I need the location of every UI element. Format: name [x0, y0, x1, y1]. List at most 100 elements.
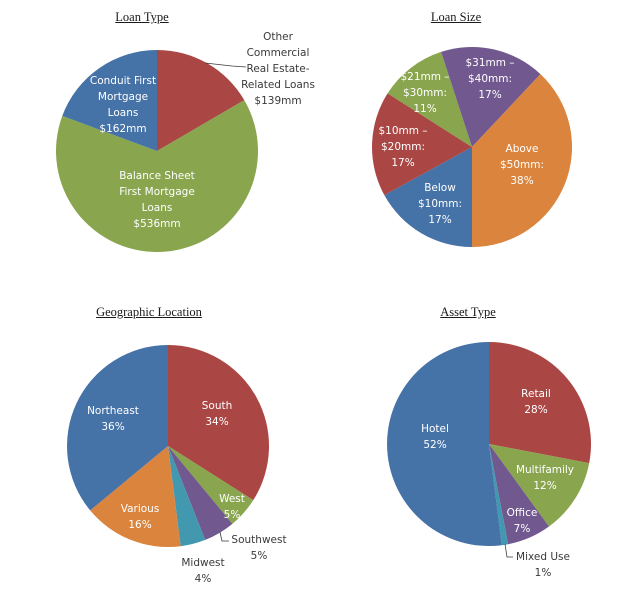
data-label-21mm-30mm: $21mm – $30mm: 11%	[400, 71, 449, 115]
data-label-line: West	[219, 493, 245, 505]
data-label-midwest: Midwest 4%	[181, 557, 224, 585]
data-label-below-10mm: Below $10mm: 17%	[418, 182, 462, 226]
pie-slice-midwest	[168, 446, 206, 547]
data-label-line: Loans	[142, 202, 173, 214]
data-label-line: Northeast	[87, 405, 139, 417]
data-label-above-50mm: Above $50mm: 38%	[500, 143, 544, 187]
pie-chart-loan-size: Below $10mm: 17% $10mm – $20mm: 17% $21mm – $30…	[372, 46, 572, 247]
data-label-line: $21mm –	[400, 71, 449, 83]
data-label-line: $536mm	[133, 218, 180, 230]
data-label-line: Midwest	[181, 557, 224, 569]
pie-slice-mixed-use	[489, 444, 509, 546]
data-label-retail: Retail 28%	[521, 388, 551, 416]
data-label-south: South 34%	[202, 400, 233, 428]
data-label-line: 5%	[251, 550, 268, 562]
data-label-line: South	[202, 400, 233, 412]
pie-slice-conduit-first-mortgage-loans	[62, 50, 157, 151]
data-label-line: Various	[121, 503, 160, 515]
data-label-balance-sheet-first-mortgage-loans: Balance Sheet First Mortgage Loans $536mm	[119, 170, 195, 230]
pie-slice-retail	[489, 342, 591, 464]
data-label-line: Mortgage	[98, 91, 148, 103]
data-label-line: 16%	[128, 519, 151, 531]
data-label-southwest: Southwest 5%	[231, 534, 286, 562]
data-label-hotel: Hotel 52%	[421, 423, 449, 451]
data-label-line: 7%	[514, 523, 531, 535]
data-label-line: Commercial	[247, 47, 310, 59]
data-label-line: 17%	[478, 89, 501, 101]
data-label-conduit-first-mortgage-loans: Conduit First Mortgage Loans $162mm	[90, 75, 156, 135]
data-label-multifamily: Multifamily 12%	[516, 464, 574, 492]
data-label-line: Hotel	[421, 423, 449, 435]
data-label-line: First Mortgage	[119, 186, 195, 198]
data-label-office: Office 7%	[507, 507, 538, 535]
data-label-line: Office	[507, 507, 538, 519]
data-label-line: $162mm	[99, 123, 146, 135]
chart-title-loan-size: Loan Size	[430, 10, 482, 24]
leader-line-southwest	[219, 531, 229, 542]
pie-slice-balance-sheet-first-mortgage-loans	[56, 100, 259, 252]
data-label-line: 28%	[524, 404, 547, 416]
data-label-line: $30mm:	[403, 87, 447, 99]
pie-slice-multifamily	[489, 444, 590, 527]
data-label-line: Mixed Use	[516, 551, 570, 563]
data-label-line: 4%	[195, 573, 212, 585]
data-label-line: 36%	[101, 421, 124, 433]
chart-title-geographic-location: Geographic Location	[96, 305, 202, 319]
leader-line-other-commercial-real-estate-related-loans	[204, 62, 247, 68]
data-label-northeast: Northeast 36%	[87, 405, 139, 433]
data-label-line: Other	[263, 31, 293, 43]
pie-slice-21mm-30mm	[387, 51, 472, 147]
data-label-line: $31mm –	[465, 57, 514, 69]
data-label-mixed-use: Mixed Use 1%	[516, 551, 570, 579]
pie-slice-below-10mm	[384, 147, 472, 247]
pie-slice-office	[489, 444, 549, 545]
data-label-line: 11%	[413, 103, 436, 115]
data-label-line: $10mm –	[378, 125, 427, 137]
data-label-10mm-20mm: $10mm – $20mm: 17%	[378, 125, 427, 169]
data-label-line: Related Loans	[241, 79, 315, 91]
chart-title-asset-type: Asset Type	[440, 305, 496, 319]
pie-slice-10mm-20mm	[372, 93, 472, 196]
data-label-line: Above	[506, 143, 539, 155]
data-label-line: Balance Sheet	[119, 170, 195, 182]
data-label-line: Retail	[521, 388, 551, 400]
pie-slice-hotel	[387, 342, 502, 546]
data-label-line: $50mm:	[500, 159, 544, 171]
data-label-line: 34%	[205, 416, 228, 428]
data-label-various: Various 16%	[121, 503, 160, 531]
data-label-line: Conduit First	[90, 75, 156, 87]
data-label-line: 1%	[535, 567, 552, 579]
data-label-line: Loans	[108, 107, 139, 119]
chart-title-loan-type: Loan Type	[115, 10, 169, 24]
pie-slice-southwest	[168, 446, 233, 540]
data-label-other-commercial-real-estate-related-loans: Other Commercial Real Estate- Related Loans…	[241, 31, 315, 107]
data-label-line: 12%	[533, 480, 556, 492]
data-label-line: 17%	[391, 157, 414, 169]
leader-line-mixed-use	[504, 543, 513, 558]
data-label-line: Real Estate-	[247, 63, 310, 75]
pie-chart-geographic-location: South 34% West 5% Southwest 5% Midwest 4% Variou…	[67, 345, 287, 585]
data-label-west: West 5%	[219, 493, 245, 521]
data-label-line: Southwest	[231, 534, 286, 546]
data-label-line: $20mm:	[381, 141, 425, 153]
pie-slice-other-commercial-real-estate-related-loans	[157, 50, 245, 151]
pie-chart-asset-type: Retail 28% Multifamily 12% Office 7% Mixed Use…	[387, 342, 591, 579]
data-label-line: 38%	[510, 175, 533, 187]
pie-slice-above-50mm	[472, 74, 572, 247]
data-label-line: Multifamily	[516, 464, 574, 476]
data-label-31mm-40mm: $31mm – $40mm: 17%	[465, 57, 514, 101]
data-label-line: $139mm	[254, 95, 301, 107]
pie-chart-loan-type: Other Commercial Real Estate- Related Loans…	[56, 31, 315, 252]
pie-slice-various	[90, 446, 181, 547]
data-label-line: $10mm:	[418, 198, 462, 210]
data-label-line: 17%	[428, 214, 451, 226]
data-label-line: Below	[424, 182, 456, 194]
pie-slice-northeast	[67, 345, 168, 511]
pie-slice-west	[168, 446, 254, 524]
data-label-line: $40mm:	[468, 73, 512, 85]
data-label-line: 52%	[423, 439, 446, 451]
data-label-line: 5%	[224, 509, 241, 521]
pie-slice-31mm-40mm	[441, 46, 541, 147]
pie-slice-south	[168, 345, 270, 501]
